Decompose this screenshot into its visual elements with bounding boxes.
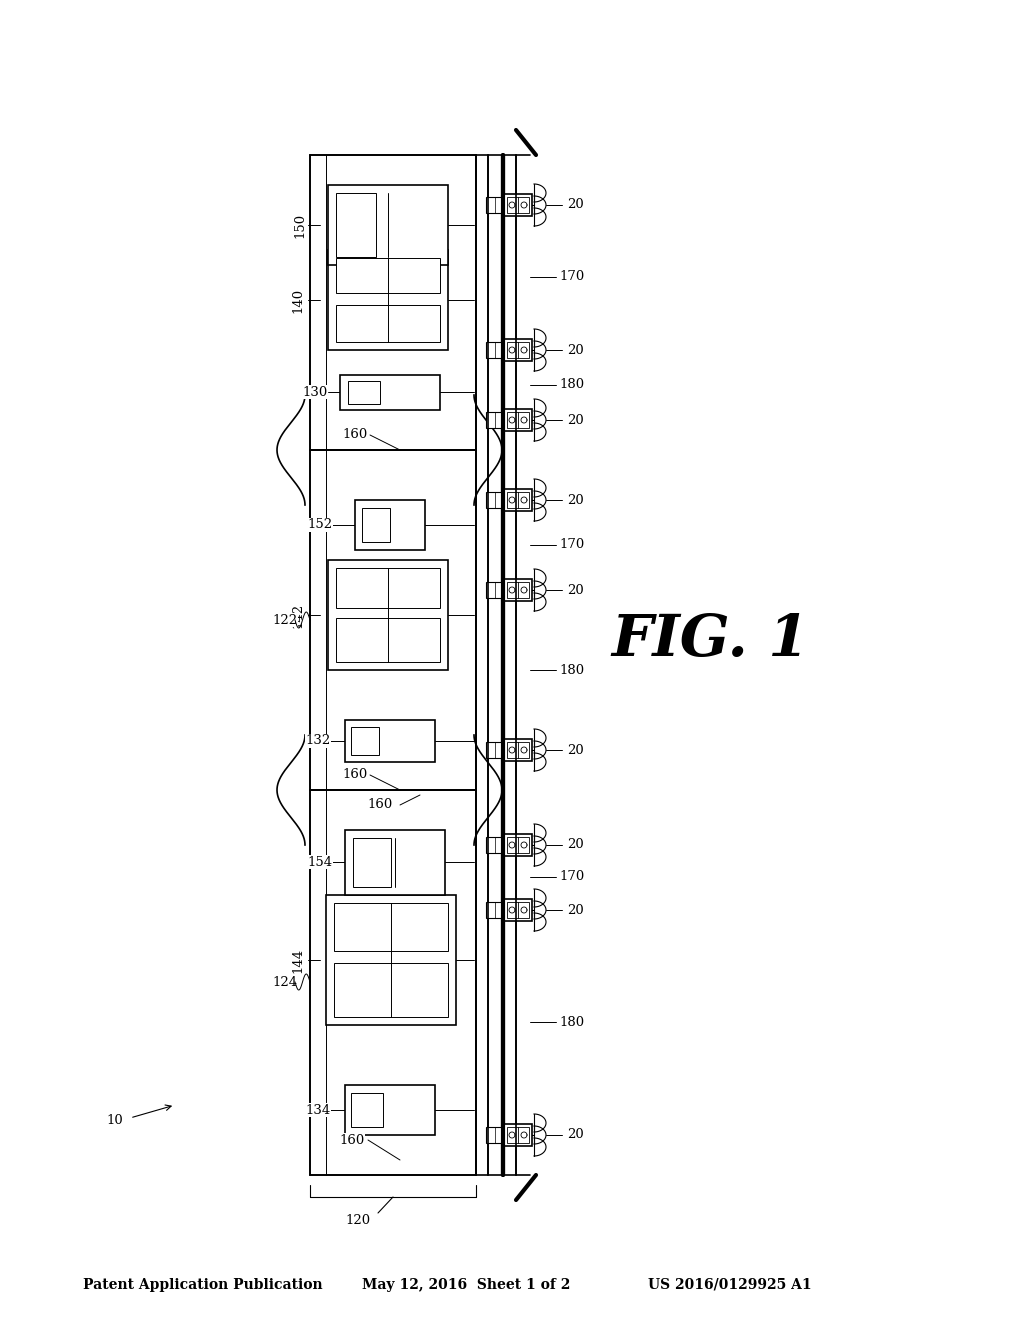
Bar bbox=[504, 834, 532, 855]
Bar bbox=[336, 568, 440, 609]
Bar bbox=[504, 579, 532, 601]
Text: 160: 160 bbox=[368, 799, 392, 812]
Text: 20: 20 bbox=[566, 1129, 584, 1142]
Bar bbox=[507, 412, 529, 428]
Bar bbox=[353, 838, 391, 887]
Bar bbox=[486, 837, 504, 853]
Text: Patent Application Publication: Patent Application Publication bbox=[83, 1278, 323, 1292]
Text: US 2016/0129925 A1: US 2016/0129925 A1 bbox=[648, 1278, 812, 1292]
Bar bbox=[340, 375, 440, 411]
Bar bbox=[345, 719, 435, 762]
Text: 120: 120 bbox=[345, 1214, 371, 1228]
Text: 20: 20 bbox=[566, 903, 584, 916]
Bar bbox=[504, 488, 532, 511]
Bar bbox=[336, 618, 440, 663]
Bar bbox=[486, 1127, 504, 1143]
Bar bbox=[507, 742, 529, 758]
Bar bbox=[504, 409, 532, 432]
Bar bbox=[507, 1127, 529, 1143]
Bar bbox=[486, 742, 504, 758]
Text: 160: 160 bbox=[342, 768, 368, 781]
Bar bbox=[336, 257, 440, 293]
Text: 20: 20 bbox=[566, 743, 584, 756]
Bar bbox=[486, 902, 504, 917]
Bar bbox=[507, 197, 529, 213]
Text: 132: 132 bbox=[305, 734, 331, 747]
Bar bbox=[351, 1093, 383, 1127]
Text: 180: 180 bbox=[559, 1015, 585, 1028]
Bar bbox=[504, 1125, 532, 1146]
Bar bbox=[507, 837, 529, 853]
Bar bbox=[507, 492, 529, 508]
Bar bbox=[486, 342, 504, 358]
Text: 20: 20 bbox=[566, 494, 584, 507]
Bar bbox=[504, 739, 532, 762]
Text: 20: 20 bbox=[566, 413, 584, 426]
Bar bbox=[507, 342, 529, 358]
Text: 124: 124 bbox=[272, 975, 298, 989]
Bar bbox=[507, 582, 529, 598]
Text: 140: 140 bbox=[292, 288, 304, 313]
Bar bbox=[486, 197, 504, 213]
Bar bbox=[507, 902, 529, 917]
Text: FIG. 1: FIG. 1 bbox=[611, 611, 809, 668]
Bar bbox=[328, 185, 449, 265]
Bar bbox=[310, 154, 476, 450]
Bar bbox=[345, 1085, 435, 1135]
Bar bbox=[486, 492, 504, 508]
Bar bbox=[326, 895, 456, 1026]
Text: 20: 20 bbox=[566, 198, 584, 211]
Bar bbox=[328, 560, 449, 671]
Bar bbox=[355, 500, 425, 550]
Text: 160: 160 bbox=[342, 429, 368, 441]
Text: 160: 160 bbox=[339, 1134, 365, 1147]
Bar bbox=[328, 249, 449, 350]
Text: 170: 170 bbox=[559, 539, 585, 552]
Bar bbox=[362, 508, 390, 543]
Bar bbox=[345, 830, 445, 895]
Bar bbox=[504, 194, 532, 216]
Text: 130: 130 bbox=[302, 385, 328, 399]
Text: 180: 180 bbox=[559, 664, 585, 676]
Text: 134: 134 bbox=[305, 1104, 331, 1117]
Text: 144: 144 bbox=[292, 948, 304, 973]
Bar bbox=[486, 412, 504, 428]
Bar bbox=[351, 727, 379, 755]
Text: 154: 154 bbox=[307, 855, 333, 869]
Text: 180: 180 bbox=[559, 379, 585, 392]
Text: May 12, 2016  Sheet 1 of 2: May 12, 2016 Sheet 1 of 2 bbox=[362, 1278, 570, 1292]
Bar bbox=[486, 582, 504, 598]
Text: 170: 170 bbox=[559, 870, 585, 883]
Bar bbox=[310, 450, 476, 789]
Text: 170: 170 bbox=[559, 271, 585, 284]
Bar bbox=[310, 789, 476, 1175]
Text: 20: 20 bbox=[566, 343, 584, 356]
Bar bbox=[334, 964, 449, 1016]
Bar bbox=[504, 339, 532, 360]
Text: 10: 10 bbox=[106, 1114, 123, 1126]
Text: 20: 20 bbox=[566, 583, 584, 597]
Text: 20: 20 bbox=[566, 838, 584, 851]
Bar bbox=[334, 903, 449, 950]
Bar bbox=[504, 899, 532, 921]
Bar bbox=[336, 193, 376, 257]
Bar bbox=[348, 381, 380, 404]
Text: 152: 152 bbox=[307, 519, 333, 532]
Text: 122: 122 bbox=[272, 614, 298, 627]
Text: 150: 150 bbox=[294, 213, 306, 238]
Bar bbox=[336, 305, 440, 342]
Text: 142: 142 bbox=[292, 602, 304, 627]
